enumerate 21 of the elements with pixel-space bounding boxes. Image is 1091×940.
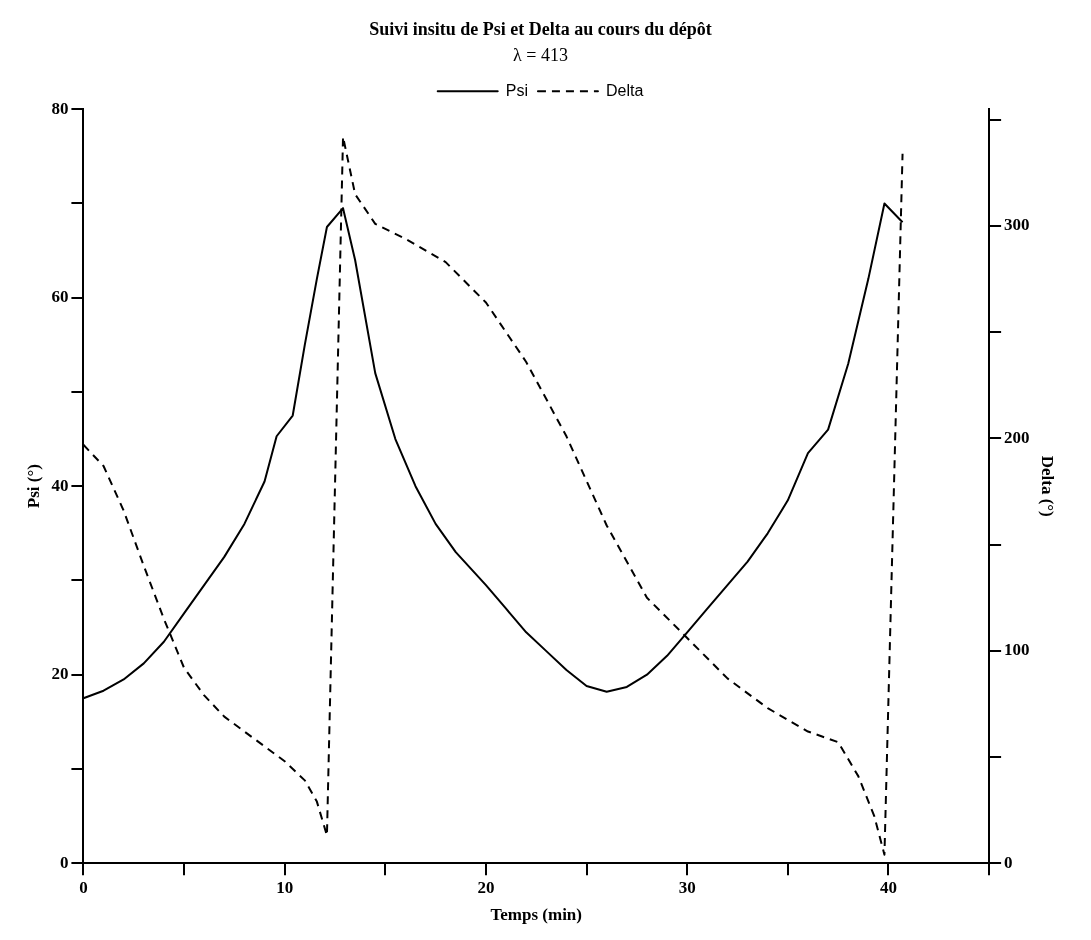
y2-tick-label: 300 — [1004, 215, 1030, 235]
y-tick-label: 80 — [51, 98, 69, 118]
x-tick-label: 40 — [879, 877, 897, 897]
y-tick-label: 20 — [51, 664, 69, 684]
y2-tick-label: 200 — [1004, 427, 1030, 447]
y2-tick-label: 100 — [1004, 640, 1030, 660]
x-tick-label: 30 — [678, 877, 696, 897]
y2-axis-title: Delta (°) — [1038, 455, 1058, 517]
x-tick-label: 0 — [79, 877, 88, 897]
y-axis-title: Psi (°) — [23, 464, 43, 509]
chart-subtitle: λ = 413 — [513, 45, 568, 66]
x-axis-title: Temps (min) — [490, 905, 582, 925]
y-tick-label: 40 — [51, 475, 69, 495]
x-tick-label: 20 — [477, 877, 495, 897]
y-tick-label: 0 — [59, 852, 69, 872]
y-tick-label: 60 — [51, 287, 69, 307]
y2-tick-label: 0 — [1004, 852, 1013, 872]
chart-title: Suivi insitu de Psi et Delta au cours du dépôt — [369, 19, 712, 40]
legend-label: Psi — [505, 81, 528, 99]
x-tick-label: 10 — [276, 877, 294, 897]
legend-label: Delta — [605, 81, 644, 99]
